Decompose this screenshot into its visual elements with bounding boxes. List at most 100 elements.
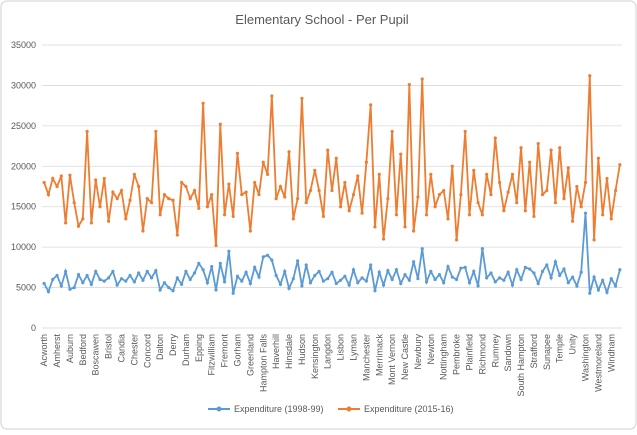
point	[180, 180, 184, 185]
point	[613, 188, 618, 193]
point	[296, 197, 300, 201]
point	[523, 209, 527, 213]
point	[137, 184, 141, 189]
point	[420, 247, 424, 251]
point	[390, 129, 394, 134]
point	[313, 273, 317, 278]
y-tick-label: 0	[31, 323, 36, 333]
x-tick-label: Newton	[426, 334, 436, 365]
point	[347, 283, 351, 287]
point	[68, 173, 72, 177]
x-tick-label: Newbury	[413, 334, 423, 370]
point	[149, 276, 154, 280]
point	[278, 184, 283, 189]
point	[545, 188, 549, 193]
x-tick-label: Epping	[194, 334, 204, 362]
point	[192, 188, 197, 193]
point	[506, 270, 510, 274]
point	[424, 280, 429, 284]
point	[502, 209, 506, 213]
point	[592, 238, 596, 242]
point	[562, 197, 566, 201]
point	[115, 197, 119, 201]
point	[338, 205, 343, 209]
point	[98, 205, 102, 209]
point	[55, 273, 59, 278]
point	[596, 288, 600, 292]
point	[46, 290, 51, 294]
point	[64, 269, 68, 273]
point	[459, 266, 463, 270]
point	[528, 160, 532, 164]
point	[360, 276, 364, 280]
point	[248, 281, 252, 286]
point	[184, 184, 188, 189]
point	[394, 213, 399, 217]
point	[145, 269, 149, 273]
point	[412, 229, 416, 233]
point	[429, 269, 433, 273]
point	[300, 96, 304, 100]
point	[338, 278, 343, 282]
point	[553, 201, 558, 205]
point	[167, 285, 171, 290]
point	[356, 281, 360, 285]
point	[154, 268, 158, 273]
point	[351, 268, 356, 272]
point	[231, 214, 235, 219]
point	[145, 197, 149, 201]
point	[162, 281, 167, 285]
point	[300, 284, 304, 288]
x-tick-label: Dalton	[155, 334, 165, 360]
point	[549, 276, 553, 280]
point	[562, 267, 566, 271]
x-tick-label: Kensington	[310, 334, 320, 379]
y-tick-label: 20000	[11, 161, 36, 171]
point	[72, 285, 76, 290]
point	[510, 283, 515, 287]
point	[485, 172, 489, 176]
point	[463, 265, 467, 269]
point	[558, 273, 562, 278]
point	[446, 217, 450, 221]
point	[489, 271, 493, 275]
point	[321, 279, 326, 283]
legend-marker	[216, 406, 222, 412]
point	[265, 172, 270, 176]
y-tick-label: 5000	[16, 283, 36, 293]
point	[235, 151, 240, 155]
x-tick-label: Fremont	[220, 334, 230, 368]
point	[437, 273, 442, 277]
point	[137, 271, 141, 275]
point	[433, 205, 437, 209]
point	[485, 276, 489, 280]
point	[81, 281, 85, 285]
point	[46, 192, 51, 197]
point	[373, 225, 377, 229]
point	[240, 279, 244, 283]
point	[227, 182, 231, 186]
point	[472, 269, 476, 273]
point	[618, 163, 622, 167]
x-tick-label: Amherst	[52, 334, 62, 368]
point	[579, 270, 583, 274]
point	[609, 217, 613, 221]
point	[244, 270, 248, 274]
x-tick-label: Sunapee	[542, 334, 552, 370]
point	[394, 268, 399, 272]
point	[158, 213, 162, 217]
point	[386, 268, 390, 273]
point	[407, 83, 411, 87]
point	[296, 259, 300, 263]
point	[317, 188, 321, 193]
x-tick-label: Chester	[129, 334, 139, 366]
point	[536, 142, 540, 146]
x-tick-label: Westmoreland	[593, 334, 603, 392]
point	[222, 213, 227, 217]
point	[111, 269, 115, 273]
point	[76, 224, 81, 228]
point	[106, 219, 111, 223]
point	[192, 271, 197, 275]
point	[360, 211, 364, 215]
